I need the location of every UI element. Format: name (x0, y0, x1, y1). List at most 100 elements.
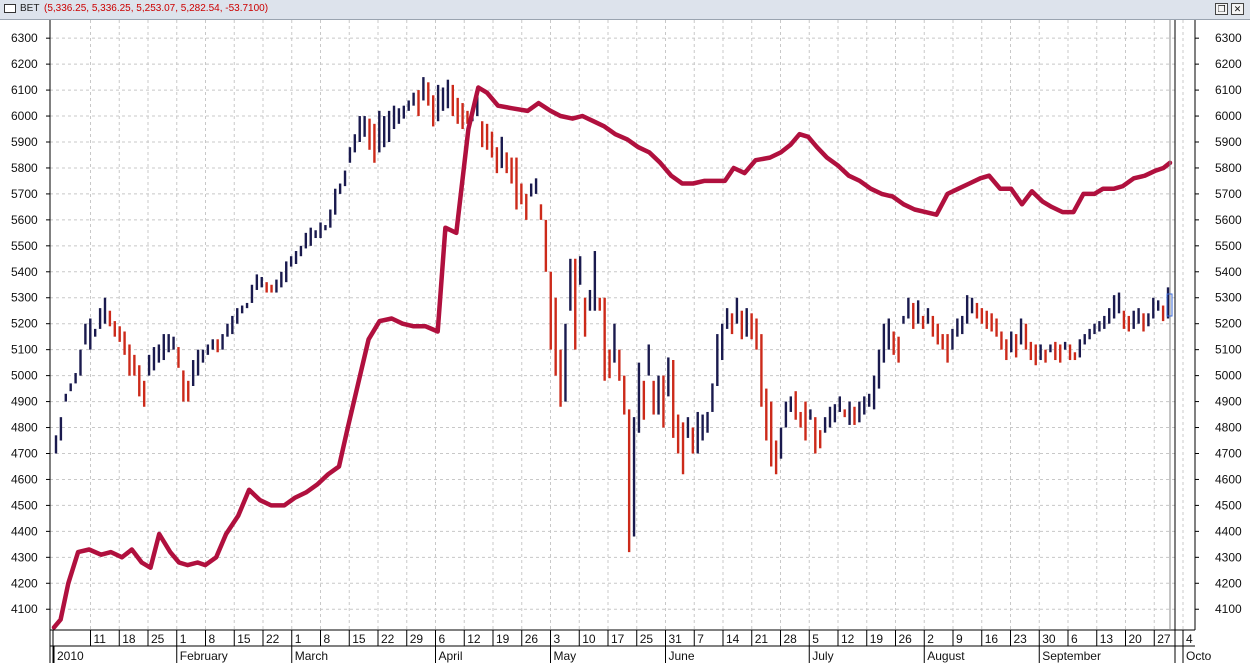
month-label: February (180, 649, 228, 663)
y-tick-label-left: 5000 (11, 369, 38, 383)
y-tick-label-right: 5400 (1215, 265, 1242, 279)
y-tick-label-left: 5300 (11, 291, 38, 305)
y-tick-label-right: 4800 (1215, 421, 1242, 435)
y-tick-label-left: 4700 (11, 446, 38, 460)
x-tick-label: 16 (985, 632, 999, 646)
x-tick-label: 14 (726, 632, 740, 646)
y-tick-label-right: 6200 (1215, 57, 1242, 71)
y-tick-label-right: 5600 (1215, 213, 1242, 227)
y-tick-label-right: 6300 (1215, 31, 1242, 45)
y-tick-label-right: 5800 (1215, 161, 1242, 175)
y-tick-label-right: 4900 (1215, 395, 1242, 409)
price-chart[interactable]: 4100 4200 4300 4400 4500 4600 4700 4800 4900 5000… (0, 20, 1250, 663)
x-tick-label: 12 (467, 632, 481, 646)
y-tick-label-right: 4100 (1215, 602, 1242, 616)
x-tick-label: 25 (151, 632, 165, 646)
y-tick-label-left: 4200 (11, 576, 38, 590)
y-tick-label-right: 5500 (1215, 239, 1242, 253)
y-tick-label-right: 4600 (1215, 472, 1242, 486)
x-tick-label: 8 (324, 632, 331, 646)
y-tick-label-left: 5100 (11, 343, 38, 357)
y-tick-label-left: 4100 (11, 602, 38, 616)
x-tick-label: 31 (669, 632, 683, 646)
x-tick-label: 18 (122, 632, 136, 646)
window-icon (4, 4, 16, 13)
y-tick-label-right: 4200 (1215, 576, 1242, 590)
x-tick-label: 23 (1014, 632, 1028, 646)
y-tick-label-right: 5300 (1215, 291, 1242, 305)
x-tick-label: 29 (410, 632, 424, 646)
x-tick-label: 1 (180, 632, 187, 646)
y-tick-label-right: 4300 (1215, 550, 1242, 564)
restore-button[interactable]: ❐ (1215, 3, 1228, 15)
x-tick-label: 22 (266, 632, 280, 646)
y-tick-label-right: 4700 (1215, 446, 1242, 460)
x-tick-label: 10 (582, 632, 596, 646)
y-tick-label-left: 4600 (11, 472, 38, 486)
y-tick-label-right: 6000 (1215, 109, 1242, 123)
x-tick-label: 17 (611, 632, 625, 646)
last-bar-marker (1166, 293, 1173, 317)
x-tick-label: 8 (209, 632, 216, 646)
month-label: May (554, 649, 577, 663)
y-tick-label-left: 5400 (11, 265, 38, 279)
x-tick-label: 28 (784, 632, 798, 646)
y-tick-label-right: 5100 (1215, 343, 1242, 357)
x-tick-label: 30 (1042, 632, 1056, 646)
month-label: Octo (1186, 649, 1212, 663)
y-tick-label-right: 4400 (1215, 524, 1242, 538)
month-label: 2010 (57, 649, 84, 663)
month-label: July (812, 649, 833, 663)
x-tick-label: 6 (1071, 632, 1078, 646)
close-icon: ✕ (1233, 4, 1242, 14)
x-tick-label: 22 (381, 632, 395, 646)
y-tick-label-left: 5700 (11, 187, 38, 201)
x-axis: 11 18 25 1 8 15 22 1 8 15 22 29 6 12 19 26 3 10 17 25 31 7 14 2… (53, 630, 1212, 663)
y-tick-label-left: 4800 (11, 421, 38, 435)
y-tick-label-right: 5200 (1215, 317, 1242, 331)
month-label: April (439, 649, 463, 663)
y-tick-label-right: 4500 (1215, 498, 1242, 512)
x-tick-label: 15 (352, 632, 366, 646)
x-tick-label: 20 (1129, 632, 1143, 646)
y-tick-label-left: 6300 (11, 31, 38, 45)
y-tick-label-left: 4900 (11, 395, 38, 409)
x-tick-label: 11 (94, 632, 107, 646)
y-tick-label-left: 5200 (11, 317, 38, 331)
x-tick-label: 6 (439, 632, 446, 646)
x-tick-label: 9 (956, 632, 963, 646)
y-tick-label-left: 5500 (11, 239, 38, 253)
close-button[interactable]: ✕ (1231, 3, 1244, 15)
y-axis-left: 4100 4200 4300 4400 4500 4600 4700 4800 4900 5000… (11, 31, 50, 616)
x-tick-label: 1 (295, 632, 302, 646)
grid-lines (50, 20, 1184, 630)
y-tick-label-left: 4400 (11, 524, 38, 538)
axes (49, 20, 1196, 663)
y-tick-label-right: 6100 (1215, 83, 1242, 97)
x-tick-label: 7 (697, 632, 704, 646)
month-label: September (1042, 649, 1101, 663)
x-tick-label: 3 (554, 632, 561, 646)
x-tick-label: 15 (237, 632, 251, 646)
title-bar: BET (5,336.25, 5,336.25, 5,253.07, 5,282… (0, 0, 1250, 20)
x-tick-label: 19 (870, 632, 884, 646)
x-tick-label: 19 (496, 632, 510, 646)
y-tick-label-right: 5700 (1215, 187, 1242, 201)
y-tick-label-left: 6000 (11, 109, 38, 123)
ohlc-bars (54, 77, 1170, 553)
x-tick-label: 25 (640, 632, 654, 646)
y-tick-label-left: 5900 (11, 135, 38, 149)
y-tick-label-left: 6100 (11, 83, 38, 97)
month-label: August (927, 649, 965, 663)
y-tick-label-left: 4500 (11, 498, 38, 512)
y-tick-label-left: 6200 (11, 57, 38, 71)
month-label: March (295, 649, 328, 663)
y-tick-label-left: 5600 (11, 213, 38, 227)
x-tick-label: 27 (1157, 632, 1171, 646)
x-tick-label: 12 (841, 632, 855, 646)
x-tick-label: 13 (1100, 632, 1114, 646)
average-line (51, 85, 1173, 630)
restore-icon: ❐ (1217, 4, 1226, 14)
x-tick-label: 21 (755, 632, 769, 646)
